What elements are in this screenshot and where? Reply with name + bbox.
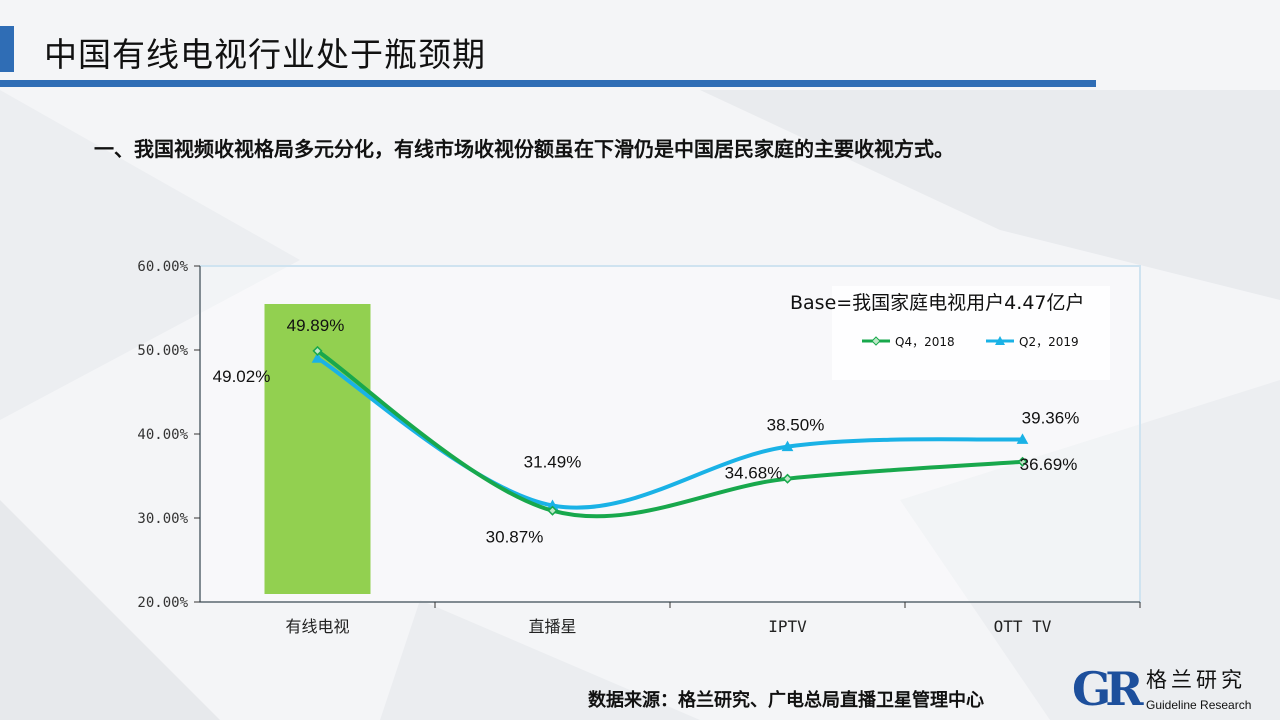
- data-label: 49.89%: [287, 316, 345, 335]
- data-label: 31.49%: [524, 452, 582, 471]
- legend-swatch-marker: [995, 336, 1005, 345]
- data-point: [312, 345, 323, 356]
- y-tick-label: 50.00%: [137, 343, 188, 359]
- y-tick-label: 60.00%: [137, 259, 188, 275]
- legend-box: [832, 286, 1110, 380]
- legend-label: Q2，2019: [1019, 335, 1079, 349]
- data-point: [547, 505, 558, 516]
- data-label: 39.36%: [1022, 408, 1080, 427]
- data-point: [781, 440, 794, 452]
- x-tick-label: 直播星: [528, 617, 576, 636]
- base-note: Base=我国家庭电视用户4.47亿户: [790, 292, 1085, 314]
- data-label: 30.87%: [486, 528, 544, 547]
- data-label: 49.02%: [213, 367, 271, 386]
- guideline-logo: GR 格兰研究 Guideline Research: [1072, 660, 1272, 716]
- page-subtitle: 一、我国视频收视格局多元分化，有线市场收视份额虽在下滑仍是中国居民家庭的主要收视…: [94, 137, 954, 161]
- x-tick-label: 有线电视: [285, 617, 349, 636]
- y-tick-label: 30.00%: [137, 511, 188, 527]
- y-tick-label: 20.00%: [137, 595, 188, 611]
- data-point: [1017, 456, 1028, 467]
- x-tick-label: IPTV: [768, 617, 807, 636]
- data-point: [1016, 433, 1029, 444]
- logo-english-name: Guideline Research: [1146, 698, 1252, 712]
- logo-mark: GR: [1072, 662, 1143, 716]
- series-line: [315, 348, 1025, 519]
- title-accent-bar: [0, 26, 14, 72]
- title-underline: [0, 80, 1096, 87]
- legend-label: Q4，2018: [895, 335, 955, 349]
- series-line: [315, 356, 1025, 510]
- data-point: [311, 352, 324, 363]
- y-tick-label: 40.00%: [137, 427, 188, 443]
- data-label: 38.50%: [767, 416, 825, 435]
- logo-chinese-name: 格兰研究: [1146, 668, 1246, 692]
- data-label: 36.69%: [1020, 455, 1078, 474]
- page-title: 中国有线电视行业处于瓶颈期: [44, 35, 486, 74]
- data-source: 数据来源：格兰研究、广电总局直播卫星管理中心: [588, 690, 984, 711]
- data-point: [782, 473, 793, 484]
- data-label: 34.68%: [725, 464, 783, 483]
- legend-swatch-marker: [871, 336, 881, 346]
- x-tick-label: OTT TV: [994, 617, 1052, 636]
